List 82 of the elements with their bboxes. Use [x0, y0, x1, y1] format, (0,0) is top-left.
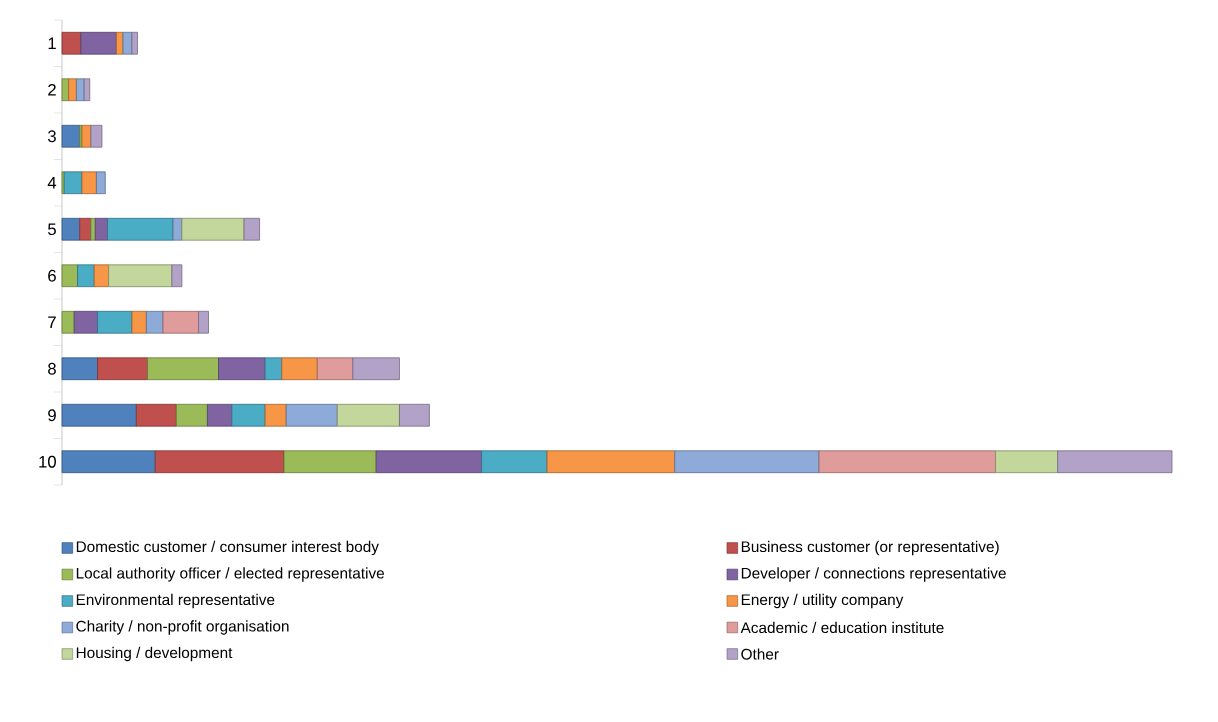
bar: [61, 450, 156, 474]
bar: [79, 217, 92, 241]
legend-label: Academic / education institute: [740, 621, 944, 634]
bar: [145, 310, 164, 334]
bar: [207, 403, 233, 427]
legend-label: Local authority officer / elected representative: [76, 567, 384, 582]
bar: [90, 124, 103, 148]
bar: [76, 78, 85, 102]
legend-label: Environmental representative: [76, 593, 275, 609]
bar: [674, 450, 820, 474]
legend-label: Developer / connections representative: [741, 567, 1006, 582]
y-tick-label: 4: [47, 177, 57, 189]
bar: [336, 403, 400, 427]
bar: [90, 217, 96, 241]
legend-label: Domestic customer / consumer interest body: [76, 540, 379, 556]
bar: [61, 31, 82, 55]
bar: [131, 310, 147, 334]
bar: [1057, 450, 1173, 474]
bar: [108, 264, 173, 288]
bar: [96, 171, 106, 195]
bar: [97, 310, 133, 334]
bar: [399, 403, 430, 427]
bar: [81, 171, 97, 195]
bar: [375, 450, 482, 474]
bar: [172, 217, 183, 241]
bar: [181, 217, 245, 241]
bar: [61, 403, 137, 427]
bar: [218, 357, 266, 381]
y-tick-label: 6: [48, 269, 56, 282]
legend-label: Charity / non-profit organisation: [76, 620, 289, 635]
y-tick-label: 3: [47, 130, 56, 143]
legend-label: Other: [741, 648, 779, 660]
bar: [107, 217, 174, 241]
bar: [481, 450, 548, 474]
y-tick-label: 10: [39, 455, 56, 468]
legend-label: Business customer (or representative): [741, 540, 999, 556]
bar: [281, 357, 318, 381]
bar: [61, 78, 70, 102]
bar: [818, 450, 996, 474]
bar: [80, 31, 117, 55]
bar: [283, 450, 377, 474]
bar: [198, 310, 209, 334]
bar: [63, 171, 83, 195]
bar: [135, 403, 177, 427]
bar: [131, 31, 138, 55]
bar: [61, 357, 98, 381]
legend-label: Energy / utility company: [741, 593, 904, 609]
bar: [61, 310, 75, 334]
bar: [147, 357, 219, 381]
bar: [93, 264, 110, 288]
bar: [264, 357, 283, 381]
bar: [162, 310, 199, 334]
y-tick-label: 9: [48, 409, 56, 422]
bar: [83, 78, 91, 102]
bar: [77, 264, 95, 288]
bar: [316, 357, 354, 381]
bar: [61, 171, 65, 195]
bar: [285, 403, 338, 427]
bar: [61, 264, 78, 288]
bar: [73, 310, 98, 334]
bar: [122, 31, 133, 55]
bar: [546, 450, 676, 474]
y-tick-label: 7: [48, 316, 56, 328]
bar: [61, 124, 81, 148]
bar: [97, 357, 148, 381]
y-tick-label: 2: [48, 83, 56, 96]
y-tick-label: 5: [48, 223, 56, 236]
y-tick-label: 1: [48, 37, 56, 49]
bar: [231, 403, 266, 427]
bar: [81, 124, 92, 148]
bar: [264, 403, 287, 427]
bar: [171, 264, 183, 288]
y-tick-label: 8: [48, 362, 56, 375]
bar: [175, 403, 208, 427]
bar: [243, 217, 260, 241]
legend-label: Housing / development: [76, 646, 233, 662]
bar: [68, 78, 77, 102]
bar: [94, 217, 108, 241]
bar: [154, 450, 285, 474]
bar: [61, 217, 81, 241]
bar: [352, 357, 400, 381]
bar: [995, 450, 1059, 474]
